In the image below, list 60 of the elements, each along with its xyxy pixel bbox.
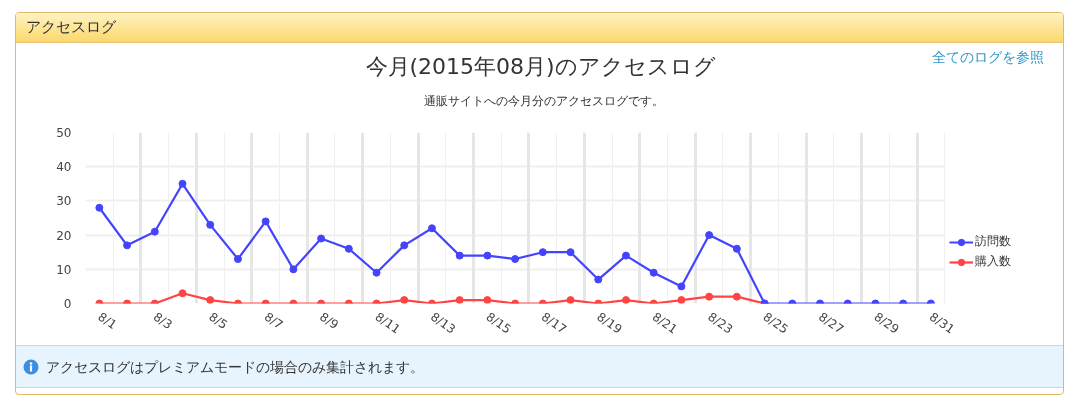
point (732, 292, 741, 301)
point (400, 241, 409, 250)
point (594, 275, 603, 284)
point (483, 251, 492, 260)
point (621, 296, 630, 304)
point (400, 296, 409, 304)
point (95, 203, 104, 212)
legend-label: 訪問数 (975, 233, 1011, 250)
point (705, 292, 714, 301)
x-tick-label: 8/25 (760, 309, 791, 337)
point (511, 255, 520, 264)
point (538, 248, 547, 257)
point (566, 296, 575, 304)
x-tick-label: 8/27 (816, 309, 847, 337)
x-tick-label: 8/17 (538, 309, 569, 337)
point (732, 244, 741, 253)
point (178, 289, 187, 298)
point (427, 224, 436, 233)
text: 全てのログを参照 (931, 49, 1044, 65)
x-tick-label: 8/7 (261, 309, 286, 333)
x-tick-label: 8/3 (150, 309, 175, 333)
point (123, 241, 132, 250)
point (372, 268, 381, 277)
text: アクセスログ (16, 13, 1065, 43)
legend-label: 購入数 (975, 253, 1011, 270)
x-tick-label: 8/9 (317, 309, 341, 333)
x-tick-label: 8/29 (871, 309, 902, 337)
x-tick-label: 8/1 (95, 309, 120, 333)
point (649, 268, 658, 277)
point (261, 217, 270, 226)
x-tick-label: 8/5 (206, 309, 231, 333)
y-tick-label: 40 (56, 160, 72, 175)
point (677, 296, 686, 304)
point (206, 220, 215, 229)
point (483, 296, 492, 304)
point (566, 248, 575, 257)
x-tick-label: 8/15 (483, 309, 514, 337)
point (455, 251, 464, 260)
point (289, 265, 298, 274)
chart-subtitle: 通販サイトへの今月分のアクセスログです。 (423, 93, 664, 108)
y-tick-label: 20 (56, 228, 72, 243)
point (233, 255, 242, 264)
point (621, 251, 630, 260)
point (317, 234, 326, 243)
point (705, 231, 714, 240)
y-tick-label: 0 (63, 297, 72, 311)
chart-title: 今月(2015年08月)のアクセスログ (365, 54, 716, 79)
y-tick-label: 50 (56, 126, 72, 140)
point (206, 296, 215, 304)
point (178, 179, 187, 188)
point (344, 244, 353, 253)
text: アクセスログはプレミアムモードの場合のみ集計されます。 (46, 357, 424, 377)
x-tick-label: 8/23 (705, 309, 736, 337)
x-tick-label: 8/13 (428, 309, 459, 337)
y-tick-label: 10 (56, 262, 72, 277)
y-tick-label: 30 (56, 194, 72, 209)
point (677, 282, 686, 291)
x-tick-label: 8/19 (594, 309, 625, 337)
point (150, 227, 159, 236)
point (455, 296, 464, 304)
